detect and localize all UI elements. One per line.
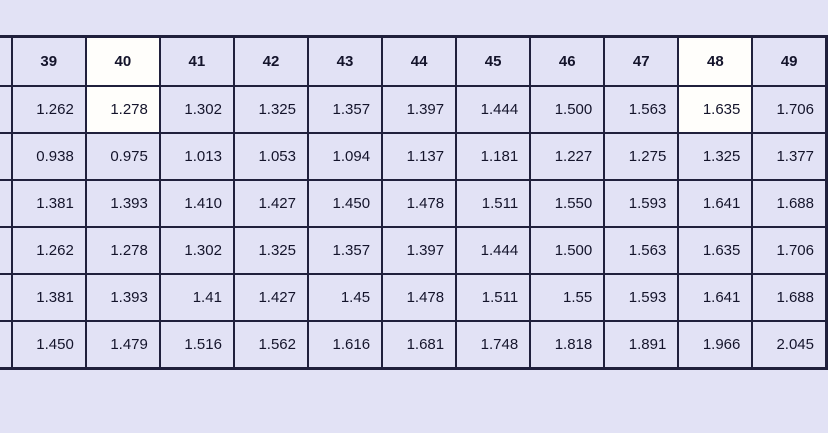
value-cell: 2.045 <box>751 320 828 370</box>
value-cell: 1.966 <box>677 320 754 370</box>
value-cell: 1.516 <box>158 320 235 370</box>
value-cell: 1.137 <box>381 132 458 181</box>
value-cell: 1.397 <box>381 85 458 134</box>
value-cell: 1.562 <box>232 320 309 370</box>
value-cell: 1.450 <box>306 179 384 228</box>
value-cell: 1.635 <box>677 85 754 134</box>
header-cell-48: 48 <box>677 35 754 87</box>
table-row: 1.450 1.479 1.516 1.562 1.616 1.681 1.748 1.818… <box>0 320 828 370</box>
row-label-cell <box>0 179 13 228</box>
value-cell: 1.478 <box>381 179 458 228</box>
value-cell: 1.688 <box>751 179 828 228</box>
value-cell: 1.262 <box>10 226 87 275</box>
value-cell: 1.302 <box>158 85 235 134</box>
header-cell-40: 40 <box>84 35 161 87</box>
value-cell: 1.616 <box>306 320 384 370</box>
value-cell: 1.393 <box>84 179 161 228</box>
value-cell: 1.410 <box>158 179 235 228</box>
value-cell: 1.381 <box>10 179 87 228</box>
value-cell: 1.641 <box>677 273 754 322</box>
value-cell: 1.357 <box>306 85 384 134</box>
value-cell: 1.397 <box>381 226 458 275</box>
value-cell: 1.511 <box>455 179 532 228</box>
row-label-header-cell <box>0 35 13 87</box>
value-cell: 1.593 <box>603 273 680 322</box>
value-cell: 1.377 <box>751 132 828 181</box>
value-cell: 1.444 <box>455 226 532 275</box>
value-cell: 1.381 <box>10 273 87 322</box>
header-cell-44: 44 <box>381 35 458 87</box>
value-cell: 1.450 <box>10 320 87 370</box>
value-cell: 1.681 <box>381 320 458 370</box>
value-cell: 1.478 <box>381 273 458 322</box>
row-label-cell <box>0 226 13 275</box>
value-cell: 1.094 <box>306 132 384 181</box>
value-cell: 1.748 <box>455 320 532 370</box>
value-cell: 1.427 <box>232 179 309 228</box>
value-cell: 1.053 <box>232 132 309 181</box>
value-cell: 1.41 <box>158 273 235 322</box>
table-body: 1.262 1.278 1.302 1.325 1.357 1.397 1.444 1.500… <box>0 85 828 370</box>
value-cell: 0.975 <box>84 132 161 181</box>
table-row: 1.381 1.393 1.41 1.427 1.45 1.478 1.511 1.55 1.5… <box>0 273 828 322</box>
value-cell: 1.393 <box>84 273 161 322</box>
header-cell-47: 47 <box>603 35 680 87</box>
value-cell: 1.479 <box>84 320 161 370</box>
header-cell-41: 41 <box>158 35 235 87</box>
row-label-cell <box>0 273 13 322</box>
factor-table-container: 39 40 41 42 43 44 45 46 47 48 49 1.262 1.278 1.302 1.… <box>0 35 828 370</box>
value-cell: 1.688 <box>751 273 828 322</box>
table-row: 1.262 1.278 1.302 1.325 1.357 1.397 1.444 1.500… <box>0 85 828 134</box>
row-label-cell <box>0 320 13 370</box>
row-label-cell <box>0 132 13 181</box>
header-cell-49: 49 <box>751 35 828 87</box>
value-cell: 1.593 <box>603 179 680 228</box>
value-cell: 1.013 <box>158 132 235 181</box>
table-row: 0.938 0.975 1.013 1.053 1.094 1.137 1.181 1.227… <box>0 132 828 181</box>
value-cell: 1.427 <box>232 273 309 322</box>
value-cell: 1.325 <box>677 132 754 181</box>
value-cell: 1.325 <box>232 85 309 134</box>
value-cell: 1.891 <box>603 320 680 370</box>
value-cell: 1.818 <box>529 320 606 370</box>
table-header-row: 39 40 41 42 43 44 45 46 47 48 49 <box>0 35 828 87</box>
value-cell: 1.227 <box>529 132 606 181</box>
value-cell: 0.938 <box>10 132 87 181</box>
value-cell: 1.563 <box>603 226 680 275</box>
value-cell: 1.302 <box>158 226 235 275</box>
value-cell: 1.45 <box>306 273 384 322</box>
value-cell: 1.444 <box>455 85 532 134</box>
value-cell: 1.500 <box>529 226 606 275</box>
value-cell: 1.278 <box>84 85 161 134</box>
value-cell: 1.262 <box>10 85 87 134</box>
value-cell: 1.357 <box>306 226 384 275</box>
table-row: 1.262 1.278 1.302 1.325 1.357 1.397 1.444 1.500… <box>0 226 828 275</box>
value-cell: 1.635 <box>677 226 754 275</box>
value-cell: 1.641 <box>677 179 754 228</box>
value-cell: 1.55 <box>529 273 606 322</box>
value-cell: 1.706 <box>751 85 828 134</box>
row-label-cell <box>0 85 13 134</box>
header-cell-45: 45 <box>455 35 532 87</box>
table-row: 1.381 1.393 1.410 1.427 1.450 1.478 1.511 1.550… <box>0 179 828 228</box>
table-head: 39 40 41 42 43 44 45 46 47 48 49 <box>0 35 828 87</box>
value-cell: 1.275 <box>603 132 680 181</box>
header-cell-43: 43 <box>306 35 384 87</box>
value-cell: 1.563 <box>603 85 680 134</box>
value-cell: 1.181 <box>455 132 532 181</box>
value-cell: 1.550 <box>529 179 606 228</box>
value-cell: 1.500 <box>529 85 606 134</box>
value-cell: 1.706 <box>751 226 828 275</box>
value-cell: 1.278 <box>84 226 161 275</box>
factor-table: 39 40 41 42 43 44 45 46 47 48 49 1.262 1.278 1.302 1.… <box>0 35 828 370</box>
value-cell: 1.511 <box>455 273 532 322</box>
header-cell-42: 42 <box>232 35 309 87</box>
header-cell-46: 46 <box>529 35 606 87</box>
header-cell-39: 39 <box>10 35 87 87</box>
value-cell: 1.325 <box>232 226 309 275</box>
